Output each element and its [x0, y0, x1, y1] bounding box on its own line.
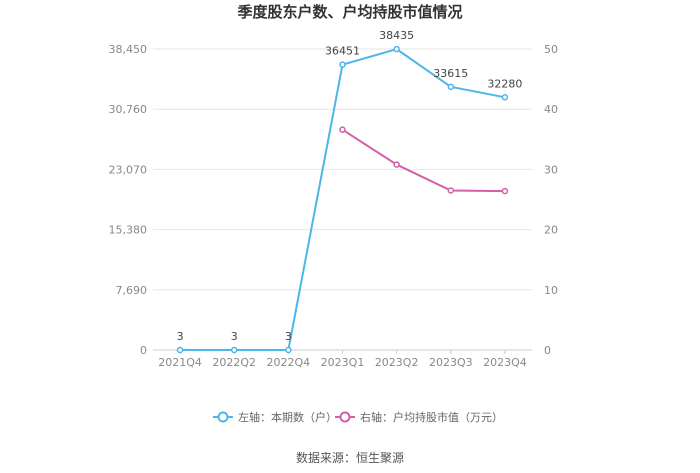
axes: 0 7,690 15,380 23,070 30,760 38,450 0 10 20 30 40 5…: [109, 43, 559, 369]
y-right-tick-label: 0: [544, 344, 551, 357]
data-label: 38435: [379, 29, 414, 42]
y-right-tick-label: 50: [544, 43, 558, 56]
series: 3 3 3 36451 38435 33615 32280: [176, 29, 522, 354]
grid: [153, 48, 532, 351]
data-point: [447, 187, 455, 194]
y-right-tick-label: 20: [544, 224, 558, 237]
data-label: 3: [231, 330, 238, 343]
x-tick-label: 2023Q2: [375, 356, 419, 369]
y-right-tick-label: 40: [544, 103, 558, 116]
y-left-tick-label: 30,760: [109, 103, 148, 116]
y-left-tick-label: 0: [140, 344, 147, 357]
data-label: 3: [177, 330, 184, 343]
data-label: 36451: [325, 45, 360, 58]
data-label: 33615: [433, 67, 468, 80]
y-left-tick-label: 38,450: [109, 43, 148, 56]
source-text: 数据来源：恒生聚源: [296, 450, 404, 465]
legend-label: 左轴：本期数（户）: [238, 410, 337, 424]
series-line-1: [180, 48, 506, 351]
x-tick-label: 2023Q4: [483, 356, 527, 369]
y-left-tick-label: 15,380: [109, 224, 148, 237]
data-point: [285, 346, 292, 354]
legend-label: 右轴：户均持股市值（万元）: [360, 410, 503, 424]
x-tick-label: 2021Q4: [158, 356, 202, 369]
y-right-tick-label: 30: [544, 163, 558, 176]
x-tick-label: 2022Q4: [267, 356, 311, 369]
y-left-tick-label: 7,690: [116, 284, 148, 297]
legend-marker: [217, 411, 229, 423]
data-point: [176, 346, 184, 354]
x-tick-label: 2023Q1: [321, 356, 365, 369]
data-point: [230, 346, 238, 354]
data-label: 32280: [487, 77, 522, 90]
data-point: [447, 83, 455, 91]
data-point: [339, 61, 346, 68]
data-point: [393, 45, 400, 53]
y-left-tick-label: 23,070: [109, 163, 148, 176]
data-point: [501, 94, 509, 101]
data-point: [501, 187, 509, 195]
data-point: [339, 126, 346, 133]
legend-marker: [339, 411, 351, 423]
series-line-2: [341, 128, 505, 193]
chart-title: 季度股东户数、户均持股市值情况: [237, 3, 462, 21]
data-label: 3: [285, 330, 292, 343]
x-tick-label: 2023Q3: [429, 356, 473, 369]
data-point: [393, 161, 400, 168]
legend: 左轴：本期数（户） 右轴：户均持股市值（万元）: [213, 410, 503, 424]
x-tick-label: 2022Q2: [212, 356, 256, 369]
y-right-tick-label: 10: [544, 284, 558, 297]
